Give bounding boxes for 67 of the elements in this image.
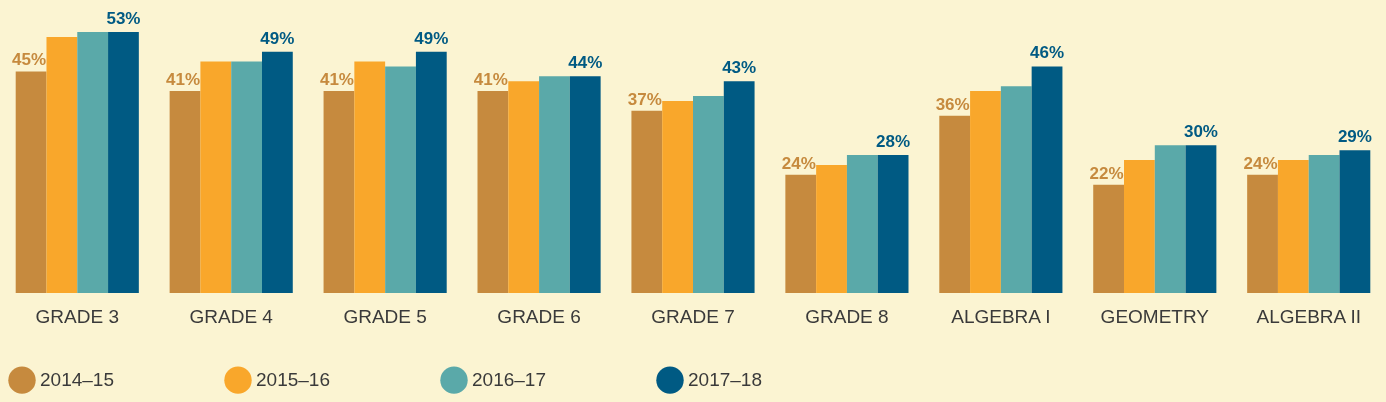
x-tick-label: GRADE 5	[343, 305, 427, 327]
bar	[970, 91, 1001, 293]
bar	[261, 51, 293, 293]
bar	[477, 91, 509, 293]
bar	[1185, 145, 1217, 293]
data-label: 41%	[473, 70, 508, 90]
bar	[1000, 86, 1032, 293]
bar	[231, 61, 262, 293]
data-label: 41%	[165, 70, 201, 90]
bar	[200, 61, 232, 293]
data-label: 46%	[1030, 43, 1065, 63]
bar	[816, 164, 847, 293]
bar	[323, 91, 355, 293]
legend-label: 2014–15	[40, 369, 114, 391]
bar	[1124, 160, 1155, 293]
data-label: 41%	[319, 70, 354, 90]
data-label: 30%	[1183, 122, 1218, 142]
data-label: 49%	[260, 28, 295, 48]
x-tick-label: GRADE 8	[805, 305, 889, 327]
x-tick-label: GRADE 6	[497, 305, 581, 327]
data-label: 36%	[935, 94, 970, 114]
bar	[1308, 155, 1340, 293]
data-label: 24%	[1243, 153, 1278, 173]
data-label: 37%	[627, 89, 662, 109]
bar	[108, 32, 139, 293]
bar	[693, 96, 724, 293]
bar	[1277, 160, 1309, 293]
x-tick-label: ALGEBRA II	[1256, 305, 1361, 327]
bar	[785, 174, 817, 293]
legend-label: 2015–16	[256, 369, 330, 391]
data-label: 28%	[876, 132, 911, 152]
bar	[662, 100, 693, 293]
data-label: 43%	[722, 58, 757, 78]
legend-label: 2017–18	[688, 369, 762, 391]
bar	[415, 51, 447, 293]
data-label: 45%	[12, 50, 47, 70]
bar	[877, 155, 909, 293]
bar	[385, 66, 416, 293]
bar	[354, 61, 386, 293]
bar	[1247, 174, 1278, 293]
bar	[1093, 184, 1125, 293]
bar	[1154, 145, 1186, 293]
bar	[939, 115, 971, 293]
data-label: 24%	[781, 153, 816, 173]
x-tick-label: GRADE 3	[35, 305, 119, 327]
x-tick-label: GRADE 4	[189, 305, 274, 327]
bar	[46, 36, 78, 293]
legend-label: 2016–17	[472, 369, 546, 391]
x-tick-label: GRADE 7	[651, 305, 735, 327]
bar	[723, 81, 755, 293]
bar	[15, 71, 47, 293]
bar	[1339, 150, 1371, 293]
x-tick-label: GEOMETRY	[1100, 305, 1210, 327]
bar	[631, 110, 663, 293]
data-label: 22%	[1089, 163, 1124, 183]
x-tick-label: ALGEBRA I	[951, 305, 1051, 327]
bar	[77, 32, 109, 293]
data-label: 29%	[1337, 127, 1372, 147]
bar	[169, 91, 201, 293]
data-label: 49%	[414, 28, 449, 48]
bar	[569, 76, 601, 293]
data-label: 44%	[568, 53, 603, 73]
bar	[846, 155, 878, 293]
data-label: 53%	[106, 9, 141, 28]
bar	[1031, 66, 1063, 293]
bar	[508, 81, 540, 293]
bar	[539, 76, 570, 293]
